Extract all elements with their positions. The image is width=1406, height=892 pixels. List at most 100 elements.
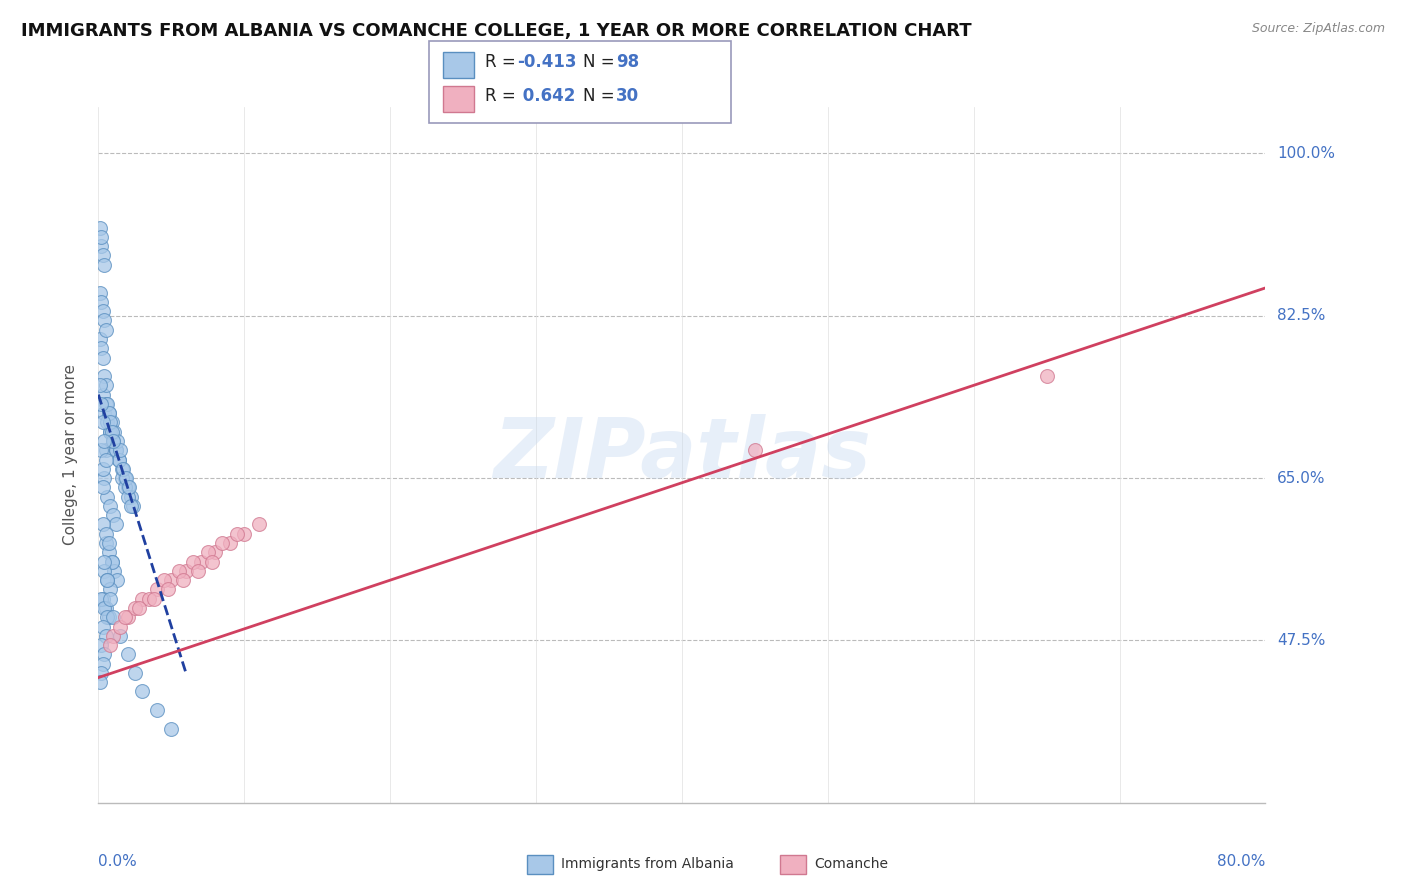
Point [153, 573, 176, 587]
Point [96, 490, 118, 504]
Point [98, 638, 121, 652]
Point [91, 248, 114, 262]
Point [94, 536, 117, 550]
Point [100, 416, 122, 430]
Point [94, 601, 117, 615]
Point [89, 378, 111, 392]
Point [93, 258, 115, 272]
Point [142, 591, 165, 606]
Point [90, 397, 112, 411]
Point [90, 638, 112, 652]
Point [91, 657, 114, 671]
Point [94, 378, 117, 392]
Point [90, 230, 112, 244]
Point [110, 619, 132, 633]
Point [93, 648, 115, 662]
Point [93, 601, 115, 615]
Point [108, 452, 131, 467]
Point [104, 443, 127, 458]
Point [94, 443, 117, 458]
Point [112, 462, 135, 476]
Point [89, 675, 111, 690]
Point [146, 703, 169, 717]
Text: 0.0%: 0.0% [98, 854, 138, 869]
Point [104, 517, 127, 532]
Point [91, 517, 114, 532]
Point [120, 499, 142, 513]
Point [101, 434, 124, 448]
Point [1035, 369, 1057, 384]
Point [89, 220, 111, 235]
Point [90, 239, 112, 253]
Point [233, 526, 256, 541]
Point [204, 545, 226, 559]
Point [90, 341, 112, 355]
Text: 80.0%: 80.0% [1218, 854, 1265, 869]
Point [90, 443, 112, 458]
Point [172, 573, 194, 587]
Point [90, 591, 112, 606]
Point [94, 323, 117, 337]
Point [90, 665, 112, 680]
Point [115, 471, 138, 485]
Point [218, 536, 240, 550]
Point [160, 573, 183, 587]
Point [96, 573, 118, 587]
Point [120, 490, 142, 504]
Point [104, 443, 127, 458]
Point [110, 443, 132, 458]
Point [103, 564, 125, 578]
Point [91, 480, 114, 494]
Point [114, 610, 136, 624]
Point [181, 555, 204, 569]
Point [146, 582, 169, 597]
Point [201, 555, 224, 569]
Point [96, 416, 118, 430]
Point [111, 462, 134, 476]
Point [138, 591, 160, 606]
Point [128, 601, 150, 615]
Text: 98: 98 [616, 53, 638, 70]
Text: Source: ZipAtlas.com: Source: ZipAtlas.com [1251, 22, 1385, 36]
Point [124, 665, 146, 680]
Point [744, 443, 766, 458]
Point [91, 462, 114, 476]
Point [93, 555, 115, 569]
Point [117, 648, 139, 662]
Point [101, 610, 124, 624]
Text: 65.0%: 65.0% [1277, 471, 1326, 485]
Point [93, 471, 115, 485]
Point [96, 397, 118, 411]
Point [110, 629, 132, 643]
Point [108, 452, 131, 467]
Point [91, 351, 114, 365]
Text: 82.5%: 82.5% [1277, 309, 1326, 323]
Point [98, 499, 121, 513]
Point [98, 416, 121, 430]
Point [118, 480, 141, 494]
Point [89, 332, 111, 346]
Text: Comanche: Comanche [814, 857, 889, 871]
Point [97, 610, 120, 624]
Point [160, 722, 183, 736]
Point [89, 285, 111, 300]
Point [101, 629, 124, 643]
Point [131, 684, 153, 698]
Text: ZIPatlas: ZIPatlas [494, 415, 870, 495]
Point [91, 387, 114, 401]
Point [105, 434, 128, 448]
Point [91, 416, 114, 430]
Point [94, 397, 117, 411]
Point [174, 564, 197, 578]
Text: -0.413: -0.413 [517, 53, 576, 70]
Point [94, 526, 117, 541]
Point [93, 564, 115, 578]
Point [98, 582, 121, 597]
Point [96, 610, 118, 624]
Point [101, 508, 124, 523]
Point [111, 471, 134, 485]
Text: N =: N = [583, 53, 620, 70]
Point [98, 425, 121, 439]
Point [96, 573, 118, 587]
Point [93, 369, 115, 384]
